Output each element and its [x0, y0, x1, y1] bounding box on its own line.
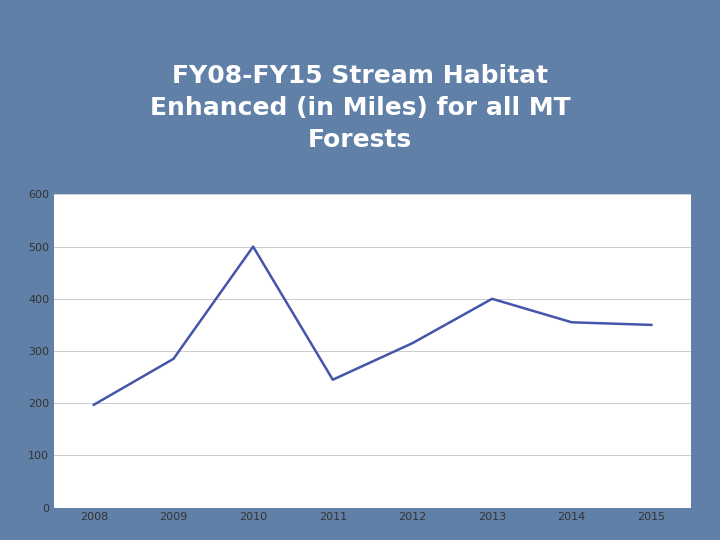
Text: FY08-FY15 Stream Habitat
Enhanced (in Miles) for all MT
Forests: FY08-FY15 Stream Habitat Enhanced (in Mi…: [150, 64, 570, 152]
